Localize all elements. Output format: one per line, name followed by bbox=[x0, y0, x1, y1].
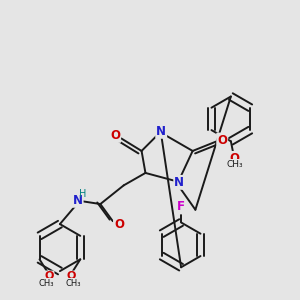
Text: O: O bbox=[229, 152, 239, 165]
Text: CH₃: CH₃ bbox=[226, 160, 243, 169]
Text: N: N bbox=[174, 176, 184, 189]
Text: O: O bbox=[114, 218, 124, 231]
Text: F: F bbox=[177, 200, 185, 213]
Text: H: H bbox=[79, 189, 86, 199]
Text: N: N bbox=[73, 194, 82, 207]
Text: CH₃: CH₃ bbox=[39, 279, 54, 288]
Text: N: N bbox=[156, 125, 166, 138]
Text: O: O bbox=[217, 134, 227, 146]
Text: O: O bbox=[66, 272, 76, 281]
Text: O: O bbox=[44, 272, 54, 281]
Text: O: O bbox=[110, 129, 120, 142]
Text: CH₃: CH₃ bbox=[66, 279, 81, 288]
